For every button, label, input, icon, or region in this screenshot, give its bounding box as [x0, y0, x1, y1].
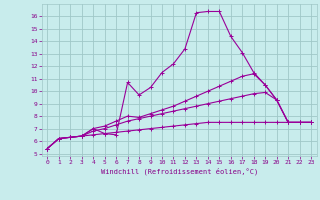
X-axis label: Windchill (Refroidissement éolien,°C): Windchill (Refroidissement éolien,°C): [100, 168, 258, 175]
